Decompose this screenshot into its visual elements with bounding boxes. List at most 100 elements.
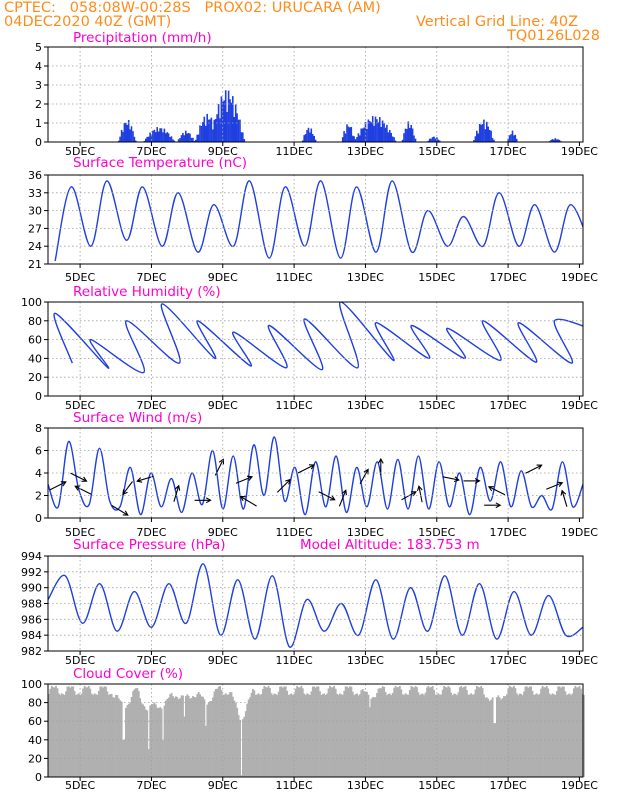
cloud-bar — [109, 694, 112, 777]
rh-xtick-label: 11DEC — [276, 399, 313, 412]
cloud-bar — [197, 692, 200, 777]
precip-bar — [165, 133, 167, 142]
precip-xtick-label: 19DEC — [561, 145, 598, 158]
wind-arrow-head — [74, 485, 81, 491]
cloud-bar — [404, 693, 407, 777]
cloud-bar — [162, 739, 164, 777]
cloud-bar — [343, 690, 346, 777]
cloud-bar — [125, 707, 127, 777]
precip-bar — [132, 131, 134, 142]
cloud-bar — [223, 694, 226, 777]
cloud-bar — [200, 696, 203, 777]
pres-xtick-label: 19DEC — [561, 654, 598, 667]
wind-arrow — [318, 491, 335, 501]
wind-ytick-label: 2 — [35, 490, 42, 503]
cloud-bar — [575, 687, 578, 777]
wind-xtick-label: 13DEC — [347, 526, 384, 539]
cloud-bar — [130, 697, 133, 777]
cloud-bar — [379, 688, 381, 777]
cloud-bar — [63, 695, 66, 777]
cloud-bar — [90, 693, 93, 777]
precip-bar — [120, 129, 123, 142]
wind-arrow-head — [122, 510, 129, 516]
cloud-bar — [554, 695, 557, 777]
precip-bar — [166, 132, 168, 142]
cloud-bar — [317, 686, 320, 777]
cloud-bar — [173, 697, 176, 777]
precip-bar — [379, 117, 381, 142]
cloud-bar — [58, 693, 60, 777]
cloud-bar — [220, 690, 223, 777]
precip-bar — [206, 113, 208, 142]
cloud-bar — [68, 686, 70, 777]
cloud-bar — [406, 694, 408, 777]
precip-bar — [410, 125, 412, 142]
wind-arrow-head — [410, 491, 417, 497]
precip-bar — [377, 122, 380, 142]
precip-bar — [433, 136, 435, 142]
cloud-bar — [267, 685, 270, 777]
cloud-bar — [136, 688, 139, 777]
precip-bar — [186, 133, 188, 142]
cloud-bar — [72, 686, 75, 777]
cloud-bar — [450, 692, 453, 777]
cloud-bar — [534, 694, 537, 777]
temp-xtick-label: 9DEC — [208, 271, 238, 284]
cloud-bar — [561, 686, 564, 777]
cloud-bar — [366, 691, 368, 777]
cloud-bar — [364, 691, 367, 777]
cloud-bar — [87, 685, 90, 777]
precip-bar — [511, 130, 514, 142]
precip-bar — [185, 130, 187, 142]
cloud-bar — [175, 696, 177, 777]
cloud-bar — [387, 693, 390, 777]
precip-bar — [477, 133, 479, 142]
cloud-bar — [428, 687, 431, 777]
cloud-bar — [93, 693, 96, 777]
cloud-bar — [270, 693, 273, 777]
cloud-bar — [85, 687, 87, 777]
cloud-bar — [65, 691, 67, 777]
precip-ytick-label: 4 — [35, 60, 42, 73]
cloud-bar — [458, 687, 461, 777]
temp-ytick-label: 27 — [28, 222, 42, 235]
cloud-bar — [289, 694, 291, 777]
cloud-bar — [359, 694, 361, 777]
precip-bar — [152, 130, 154, 142]
cloud-bar — [209, 701, 211, 777]
cloud-bar — [119, 700, 122, 777]
precip-bar — [157, 131, 160, 142]
wind-arrow-head — [136, 477, 143, 483]
cloud-bar — [401, 694, 404, 777]
cloud-bar — [349, 686, 351, 777]
precip-xtick-label: 7DEC — [136, 145, 166, 158]
cloud-bar — [269, 688, 271, 777]
cloud-xtick-label: 7DEC — [136, 779, 166, 792]
precip-bar — [169, 137, 171, 142]
temp-ytick-label: 24 — [28, 240, 42, 253]
rh-ytick-label: 80 — [28, 315, 42, 328]
precip-bar — [210, 117, 213, 142]
rh-title: Relative Humidity (%) — [73, 284, 221, 300]
cloud-xtick-label: 17DEC — [490, 779, 527, 792]
pres-ytick-label: 984 — [21, 629, 42, 642]
wind-arrow — [49, 481, 67, 491]
precip-bar — [173, 140, 176, 142]
cloud-bar — [132, 691, 134, 777]
cloud-bar — [313, 686, 316, 777]
precip-bar — [357, 133, 360, 142]
cloud-bar — [553, 694, 555, 777]
cloud-bar — [297, 687, 300, 777]
cloud-bar — [528, 686, 531, 777]
cloud-bar — [341, 694, 344, 777]
cloud-bar — [296, 685, 298, 777]
cloud-bar — [143, 706, 146, 777]
precip-bar — [117, 140, 120, 142]
cloud-bar — [337, 694, 340, 777]
precip-bar — [347, 126, 350, 142]
wind-arrow-head — [341, 489, 347, 496]
precip-bar — [223, 100, 226, 142]
precip-plot-area — [48, 47, 583, 142]
rh-ytick-label: 100 — [21, 296, 42, 309]
cloud-bar — [570, 695, 572, 777]
